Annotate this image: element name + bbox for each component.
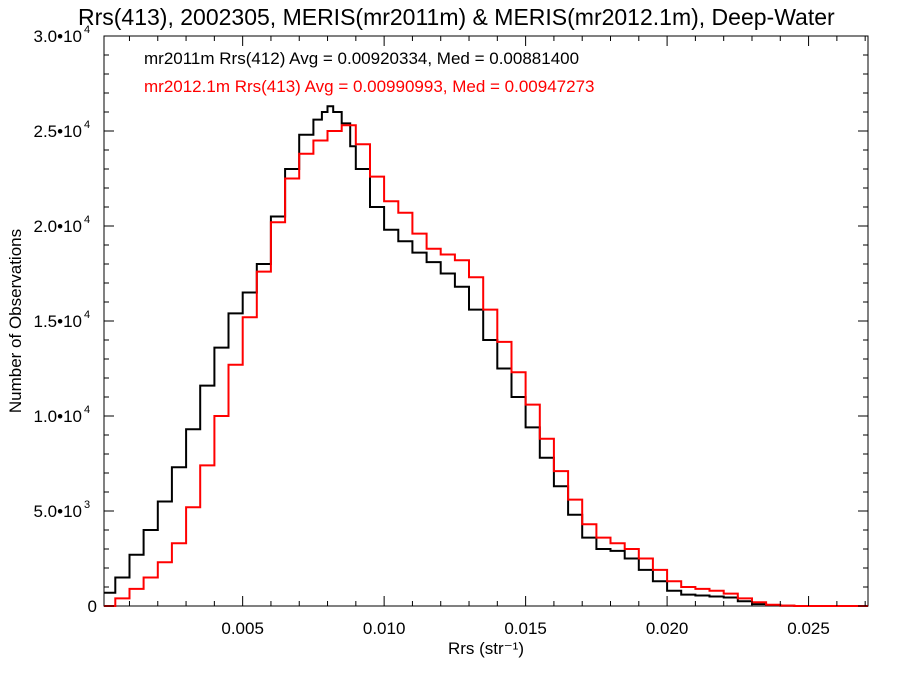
x-tick-label: 0.015 — [504, 619, 547, 638]
plot-frame — [103, 35, 869, 607]
y-tick-label: 1.5•10 — [34, 312, 83, 331]
x-axis: 0.005 0.010 0.015 0.020 0.025 — [128, 36, 866, 638]
x-tick-label: 0.025 — [787, 619, 830, 638]
y-tick-label: 5.0•10 — [34, 502, 83, 521]
y-tick-label: 2.0•10 — [34, 217, 83, 236]
chart-title: Rrs(413), 2002305, MERIS(mr2011m) & MERI… — [78, 4, 835, 30]
y-tick-exponent: 4 — [84, 404, 90, 416]
y-axis-label: Number of Observations — [6, 229, 25, 413]
x-tick-label: 0.005 — [221, 619, 264, 638]
y-tick-label: 0 — [88, 597, 97, 616]
x-tick-label: 0.020 — [646, 619, 689, 638]
y-axis: 05.0•10 31.0•10 41.5•10 42.0•10 42.5•10 43.0•… — [34, 24, 868, 616]
legend-entry-mr2011m: mr2011m Rrs(412) Avg = 0.00920334, Med =… — [144, 49, 579, 68]
y-tick-exponent: 3 — [84, 499, 90, 511]
series-line-1 — [104, 124, 868, 607]
y-tick-label: 1.0•10 — [34, 407, 83, 426]
y-tick-exponent: 4 — [84, 24, 90, 36]
x-axis-label: Rrs (str⁻¹) — [448, 639, 524, 658]
y-tick-label: 2.5•10 — [34, 122, 83, 141]
y-tick-exponent: 4 — [84, 214, 90, 226]
legend-entry-mr2012-1m: mr2012.1m Rrs(413) Avg = 0.00990993, Med… — [144, 77, 595, 96]
x-tick-label: 0.010 — [363, 619, 406, 638]
y-tick-exponent: 4 — [84, 309, 90, 321]
series-line-0 — [104, 105, 868, 607]
y-tick-label: 3.0•10 — [34, 27, 83, 46]
y-tick-exponent: 4 — [84, 119, 90, 131]
series-layer — [104, 105, 868, 607]
